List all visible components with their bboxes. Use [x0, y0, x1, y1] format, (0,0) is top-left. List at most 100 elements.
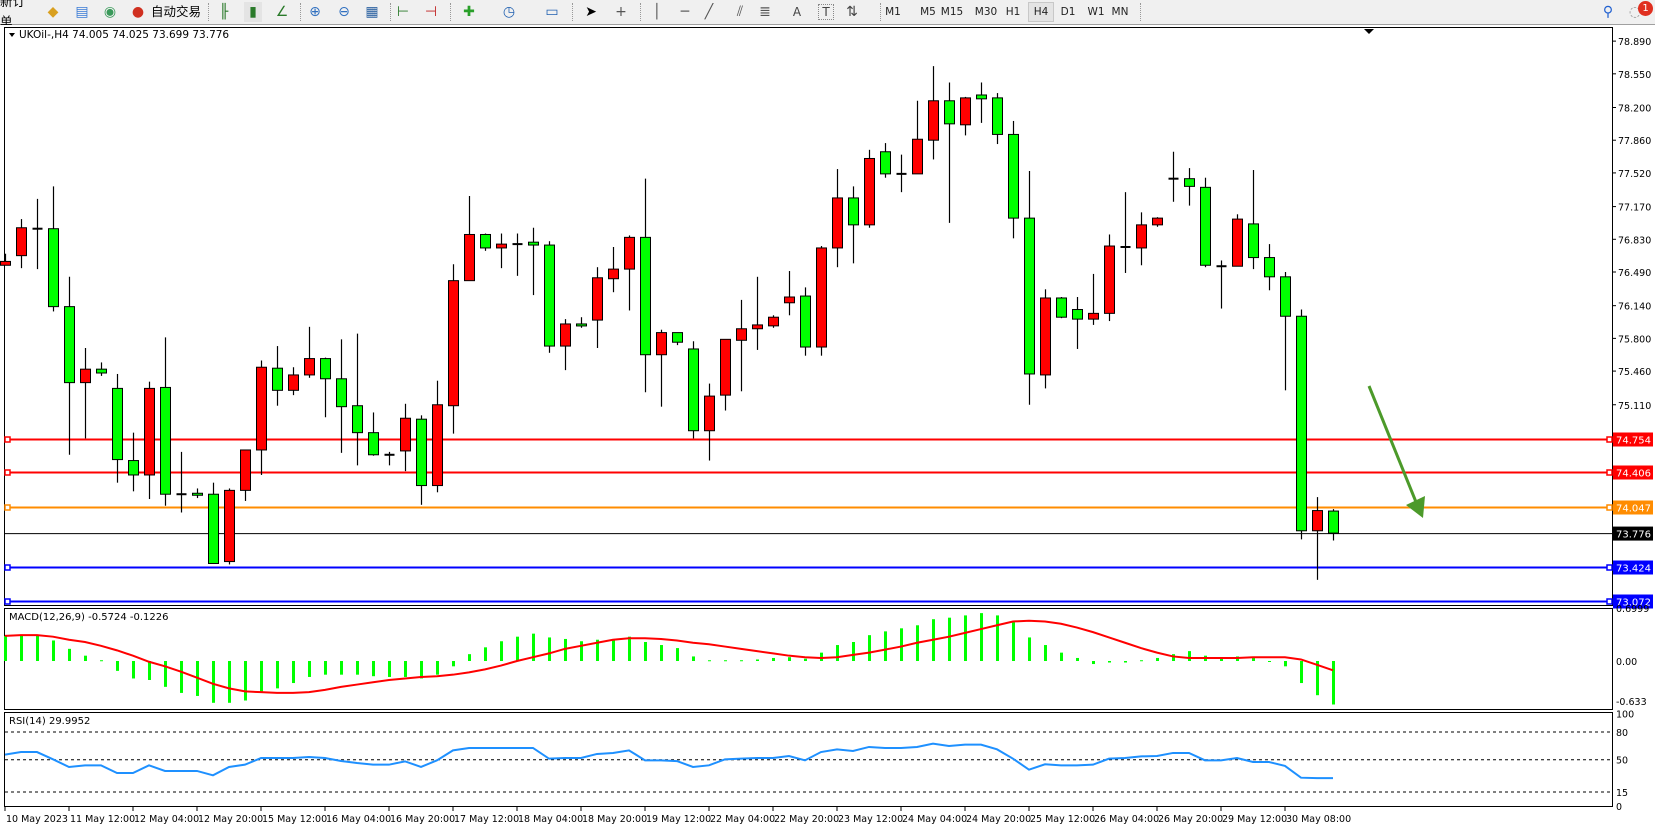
level-handle-left[interactable] [4, 564, 11, 571]
candle[interactable] [832, 169, 843, 268]
candle[interactable] [752, 276, 763, 350]
text-label-icon[interactable]: T [818, 4, 834, 20]
candle[interactable] [432, 380, 443, 493]
trendline-icon[interactable]: ╱ [704, 4, 714, 20]
candle[interactable] [1136, 212, 1147, 266]
candle[interactable] [864, 149, 875, 228]
level-handle-left[interactable] [4, 469, 11, 476]
timeframe-w1[interactable]: W1 [1087, 6, 1105, 18]
level-handle-right[interactable] [1606, 564, 1613, 571]
search-icon[interactable]: ⚲ [1602, 4, 1614, 20]
candle[interactable] [816, 246, 827, 356]
candle[interactable] [256, 360, 267, 475]
tile-windows-icon[interactable]: ▦ [365, 4, 379, 20]
candle[interactable] [1280, 271, 1291, 391]
timeframe-h1[interactable]: H1 [1005, 6, 1021, 18]
level-handle-left[interactable] [4, 598, 11, 605]
candle[interactable] [624, 235, 635, 311]
candle[interactable] [320, 357, 331, 418]
candle[interactable] [1008, 120, 1019, 239]
candle[interactable] [608, 246, 619, 293]
bar-chart-icon[interactable]: ╟ [219, 4, 229, 20]
candle[interactable] [512, 233, 523, 276]
periods-icon[interactable]: ◷ [502, 4, 516, 20]
candle[interactable] [384, 451, 395, 466]
candle[interactable] [1248, 170, 1259, 270]
candle[interactable] [800, 287, 811, 356]
collapse-triangle-icon[interactable] [9, 33, 15, 37]
candle[interactable] [1312, 497, 1323, 580]
candle[interactable] [1264, 244, 1275, 291]
candle[interactable] [1216, 260, 1227, 309]
candle[interactable] [304, 326, 315, 378]
autoscroll-icon[interactable]: ⊣ [424, 4, 438, 20]
level-handle-left[interactable] [4, 436, 11, 443]
candle[interactable] [1328, 509, 1339, 541]
cursor-icon[interactable]: ➤ [585, 4, 597, 20]
candlestick-icon[interactable]: ▮ [244, 2, 262, 22]
candle[interactable] [288, 367, 299, 396]
candle[interactable] [928, 66, 939, 160]
candle[interactable] [1120, 192, 1131, 273]
vertical-line-icon[interactable]: │ [652, 4, 662, 20]
candle[interactable] [112, 373, 123, 483]
candle[interactable] [656, 329, 667, 407]
fibonacci-icon[interactable]: ≣ [759, 4, 771, 20]
candle[interactable] [672, 332, 683, 346]
candle[interactable] [272, 346, 283, 406]
candle[interactable] [576, 317, 587, 328]
rsi-pane-frame[interactable] [4, 712, 1613, 807]
timeframe-m5[interactable]: M5 [920, 6, 936, 18]
candle[interactable] [560, 319, 571, 371]
candle[interactable] [912, 100, 923, 175]
candle[interactable] [960, 96, 971, 136]
candle[interactable] [32, 198, 43, 270]
candle[interactable] [480, 233, 491, 251]
level-handle-right[interactable] [1606, 504, 1613, 511]
market-watch-icon[interactable]: ◆ [47, 4, 59, 20]
timeframe-m1[interactable]: M1 [885, 6, 901, 18]
candle[interactable] [784, 271, 795, 316]
candle[interactable] [592, 267, 603, 348]
timeframe-m15[interactable]: M15 [940, 6, 964, 18]
candle[interactable] [208, 482, 219, 564]
candle[interactable] [736, 299, 747, 392]
candle[interactable] [640, 178, 651, 393]
crosshair-icon[interactable]: + [615, 4, 627, 20]
candle[interactable] [848, 186, 859, 264]
candle[interactable] [704, 383, 715, 461]
candle[interactable] [448, 264, 459, 434]
timeframe-d1[interactable]: D1 [1060, 6, 1076, 18]
candle[interactable] [1104, 234, 1115, 322]
candle[interactable] [1056, 297, 1067, 319]
candle[interactable] [1072, 297, 1083, 349]
candle[interactable] [1296, 309, 1307, 540]
fibonacci-channel-icon[interactable]: ⫽ [736, 4, 744, 20]
candle[interactable] [240, 449, 251, 501]
level-handle-left[interactable] [4, 504, 11, 511]
text-icon[interactable]: A [792, 5, 802, 19]
candle[interactable] [144, 381, 155, 500]
candle[interactable] [0, 253, 11, 266]
candle[interactable] [944, 82, 955, 223]
signals-icon[interactable]: ◉ [103, 4, 117, 20]
candle[interactable] [1088, 273, 1099, 325]
line-chart-icon[interactable]: ∠ [275, 4, 289, 20]
candle[interactable] [64, 276, 75, 455]
candle[interactable] [1184, 168, 1195, 206]
candle[interactable] [352, 333, 363, 466]
candle[interactable] [976, 82, 987, 123]
candle[interactable] [1152, 217, 1163, 227]
candle[interactable] [16, 219, 27, 269]
candle[interactable] [880, 143, 891, 178]
navigator-icon[interactable]: ▤ [75, 4, 89, 20]
zoom-in-icon[interactable]: ⊕ [309, 4, 321, 20]
candle[interactable] [400, 403, 411, 472]
timeframe-m30[interactable]: M30 [974, 6, 998, 18]
candle[interactable] [528, 227, 539, 296]
templates-icon[interactable]: ▭ [545, 4, 559, 20]
level-handle-right[interactable] [1606, 598, 1613, 605]
candle[interactable] [688, 341, 699, 439]
candle[interactable] [176, 451, 187, 513]
candle[interactable] [1232, 214, 1243, 267]
